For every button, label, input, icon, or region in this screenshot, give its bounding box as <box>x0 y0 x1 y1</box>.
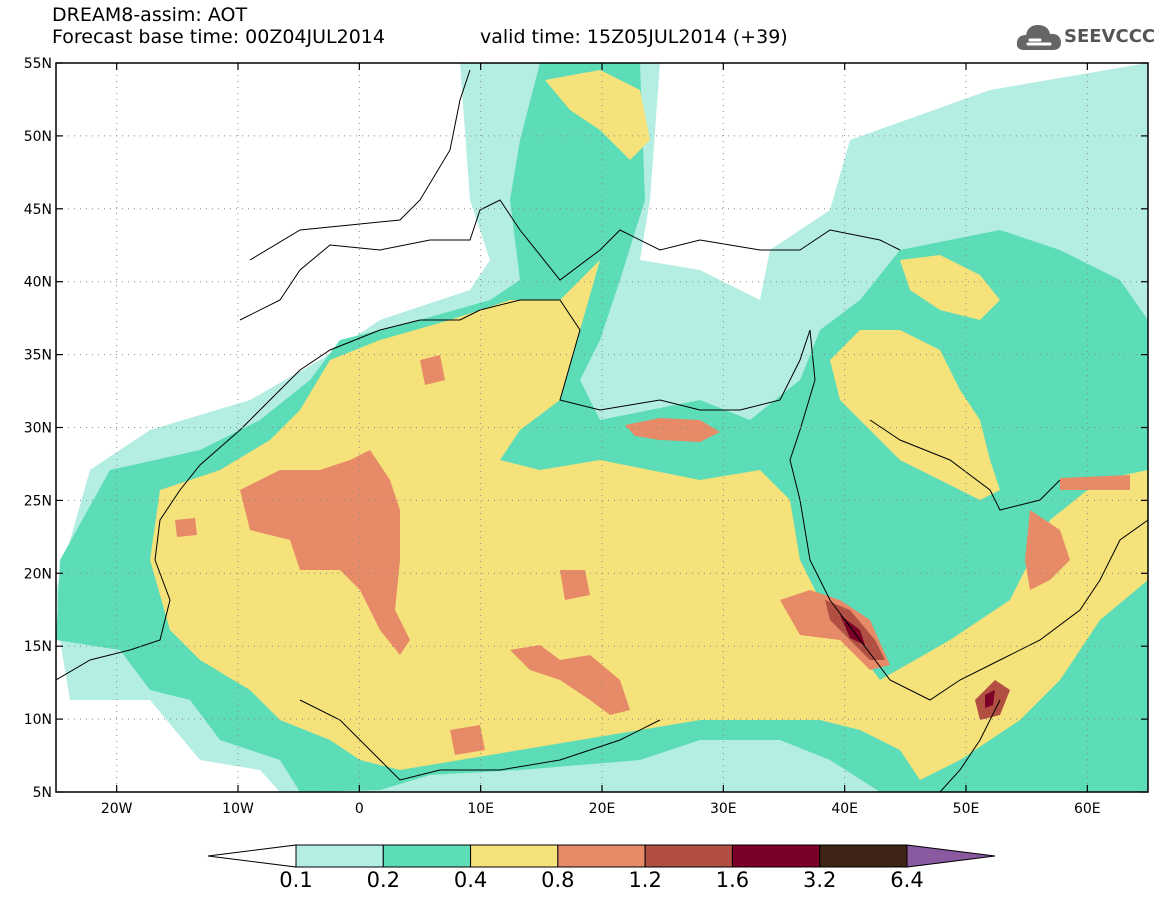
x-tick-label: 0 <box>355 801 364 817</box>
x-tick-label: 50E <box>953 801 980 817</box>
aot-region-1.2 <box>825 600 1010 720</box>
y-tick-label: 10N <box>24 712 52 728</box>
colorbar-box <box>295 844 384 868</box>
aot-region-0.8-sahara <box>240 450 410 655</box>
aot-region-0.4-mideast <box>830 330 1000 500</box>
forecast-base-time: Forecast base time: 00Z04JUL2014 <box>52 26 385 48</box>
x-tick-label: 60E <box>1074 801 1101 817</box>
y-tick-label: 55N <box>24 56 52 72</box>
x-tick-label: 40E <box>831 801 858 817</box>
aot-region-0.8-arabia <box>1025 510 1070 590</box>
colorbar <box>207 844 996 868</box>
colorbar-label: 1.2 <box>628 868 662 892</box>
colorbar-box <box>470 844 559 868</box>
colorbar-over-triangle <box>906 844 996 868</box>
aot-region-0.4-caucasus <box>900 255 1000 320</box>
cloud-icon <box>1016 25 1061 50</box>
y-tick-label: 50N <box>24 129 52 145</box>
aot-region-0.8-chad <box>510 645 630 715</box>
y-tick-label: 30N <box>24 421 52 437</box>
colorbar-label: 6.4 <box>890 868 924 892</box>
colorbar-box <box>731 844 821 868</box>
x-tick-label: 10W <box>222 801 254 817</box>
colorbar-box <box>819 844 908 868</box>
y-tick-label: 45N <box>24 202 52 218</box>
y-tick-label: 5N <box>33 785 52 801</box>
x-tick-label: 20E <box>589 801 616 817</box>
colorbar-label: 0.4 <box>453 868 488 892</box>
chart-title: DREAM8-assim: AOT <box>52 4 248 26</box>
y-tick-label: 35N <box>24 348 52 364</box>
seevccc-logo: SEEVCCC <box>1016 18 1156 60</box>
colorbar-label: 0.1 <box>279 868 313 892</box>
x-tick-label: 10E <box>467 801 494 817</box>
y-tick-label: 15N <box>24 639 52 655</box>
aot-region-0.8-libya <box>625 418 720 442</box>
logo-text: SEEVCCC <box>1064 26 1156 47</box>
x-ticks: 20W 10W 0 10E 20E 30E 40E 50E 60E <box>101 63 1101 817</box>
y-tick-label: 25N <box>24 493 52 509</box>
aot-region-0.4-europe <box>545 70 650 160</box>
x-tick-label: 30E <box>710 801 737 817</box>
map-grid <box>56 63 1148 792</box>
colorbar-box <box>382 844 472 868</box>
colorbar-label: 0.2 <box>366 868 400 892</box>
y-ticks: 55N 50N 45N 40N 35N 30N 25N 20N 15N 10N 5N <box>24 56 1148 801</box>
colorbar-under-triangle <box>207 844 297 868</box>
coastlines <box>56 69 1148 792</box>
colorbar-label: 1.6 <box>715 868 750 892</box>
colorbar-label: 0.8 <box>541 868 575 892</box>
y-tick-label: 20N <box>24 566 52 582</box>
y-tick-label: 40N <box>24 275 52 291</box>
valid-time: valid time: 15Z05JUL2014 (+39) <box>480 26 788 48</box>
colorbar-box <box>557 844 646 868</box>
colorbar-label: 3.2 <box>803 868 837 892</box>
x-tick-label: 20W <box>101 801 133 817</box>
colorbar-box <box>644 844 733 868</box>
